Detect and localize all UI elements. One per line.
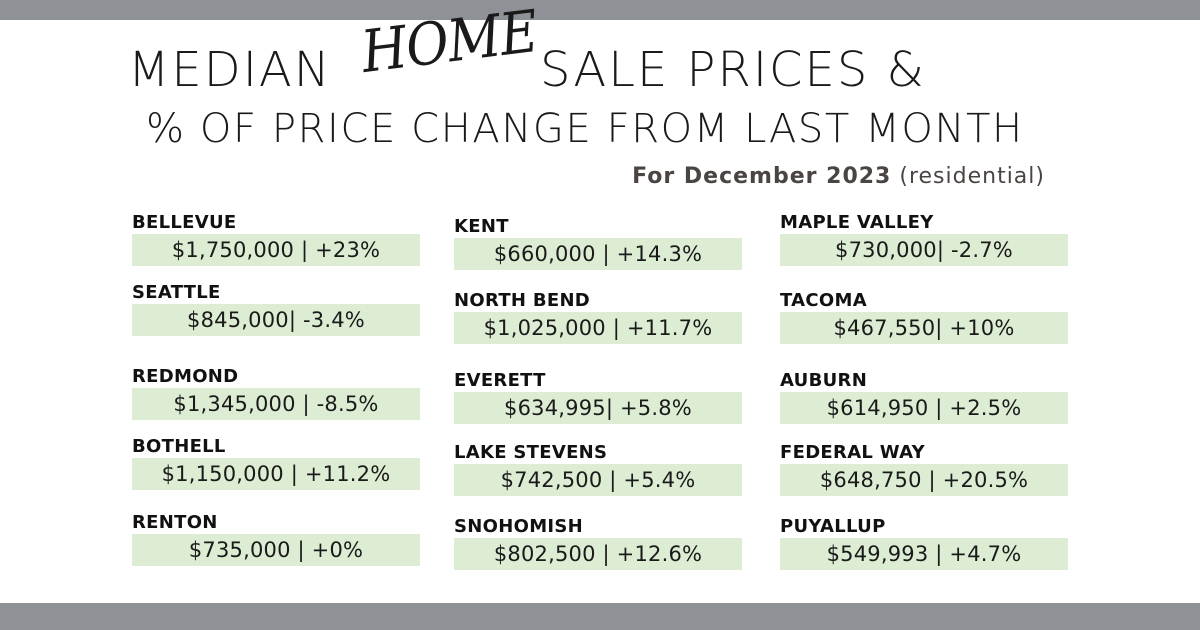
city-card: EVERETT $634,995| +5.8% (454, 370, 744, 424)
city-price-change: $845,000| -3.4% (132, 304, 420, 336)
title-word-rest: SALE PRICES & (540, 42, 926, 98)
city-name: SEATTLE (132, 282, 221, 303)
city-name: TACOMA (780, 290, 867, 311)
city-price-change: $1,150,000 | +11.2% (132, 458, 420, 490)
city-name: BELLEVUE (132, 212, 237, 233)
city-card: PUYALLUP $549,993 | +4.7% (780, 516, 1070, 570)
city-price-change: $634,995| +5.8% (454, 392, 742, 424)
subtitle-period: For December 2023 (632, 164, 892, 189)
city-card: AUBURN $614,950 | +2.5% (780, 370, 1070, 424)
city-price-change: $467,550| +10% (780, 312, 1068, 344)
city-name: RENTON (132, 512, 218, 533)
city-card: FEDERAL WAY $648,750 | +20.5% (780, 442, 1070, 496)
city-price-change: $730,000| -2.7% (780, 234, 1068, 266)
city-name: MAPLE VALLEY (780, 212, 934, 233)
title-line-1: MEDIAN HOME SALE PRICES & (0, 0, 1200, 106)
top-border-bar (0, 0, 1200, 20)
city-card: BOTHELL $1,150,000 | +11.2% (132, 436, 422, 490)
city-name: AUBURN (780, 370, 868, 391)
city-name: BOTHELL (132, 436, 226, 457)
city-name: SNOHOMISH (454, 516, 584, 537)
city-price-change: $742,500 | +5.4% (454, 464, 742, 496)
city-name: EVERETT (454, 370, 546, 391)
city-price-change: $1,345,000 | -8.5% (132, 388, 420, 420)
city-card: SEATTLE $845,000| -3.4% (132, 282, 422, 336)
city-price-change: $802,500 | +12.6% (454, 538, 742, 570)
city-name: REDMOND (132, 366, 239, 387)
city-price-change: $648,750 | +20.5% (780, 464, 1068, 496)
city-price-change: $735,000 | +0% (132, 534, 420, 566)
city-name: NORTH BEND (454, 290, 591, 311)
bottom-border-bar (0, 603, 1200, 630)
subtitle: For December 2023 (residential) (632, 164, 1045, 189)
city-card: LAKE STEVENS $742,500 | +5.4% (454, 442, 744, 496)
title-word-median: MEDIAN (128, 42, 332, 98)
city-name: PUYALLUP (780, 516, 886, 537)
city-card: NORTH BEND $1,025,000 | +11.7% (454, 290, 744, 344)
city-price-change: $1,750,000 | +23% (132, 234, 420, 266)
city-card: BELLEVUE $1,750,000 | +23% (132, 212, 422, 266)
city-card: KENT $660,000 | +14.3% (454, 216, 744, 270)
city-card: TACOMA $467,550| +10% (780, 290, 1070, 344)
city-card: REDMOND $1,345,000 | -8.5% (132, 366, 422, 420)
city-price-change: $549,993 | +4.7% (780, 538, 1068, 570)
city-name: FEDERAL WAY (780, 442, 925, 463)
city-card: MAPLE VALLEY $730,000| -2.7% (780, 212, 1070, 266)
city-price-change: $660,000 | +14.3% (454, 238, 742, 270)
city-name: KENT (454, 216, 509, 237)
city-price-change: $614,950 | +2.5% (780, 392, 1068, 424)
city-name: LAKE STEVENS (454, 442, 608, 463)
city-price-change: $1,025,000 | +11.7% (454, 312, 742, 344)
subtitle-note: (residential) (899, 164, 1045, 189)
city-card: SNOHOMISH $802,500 | +12.6% (454, 516, 744, 570)
city-card: RENTON $735,000 | +0% (132, 512, 422, 566)
title-line-2: % OF PRICE CHANGE FROM LAST MONTH (146, 106, 1024, 152)
